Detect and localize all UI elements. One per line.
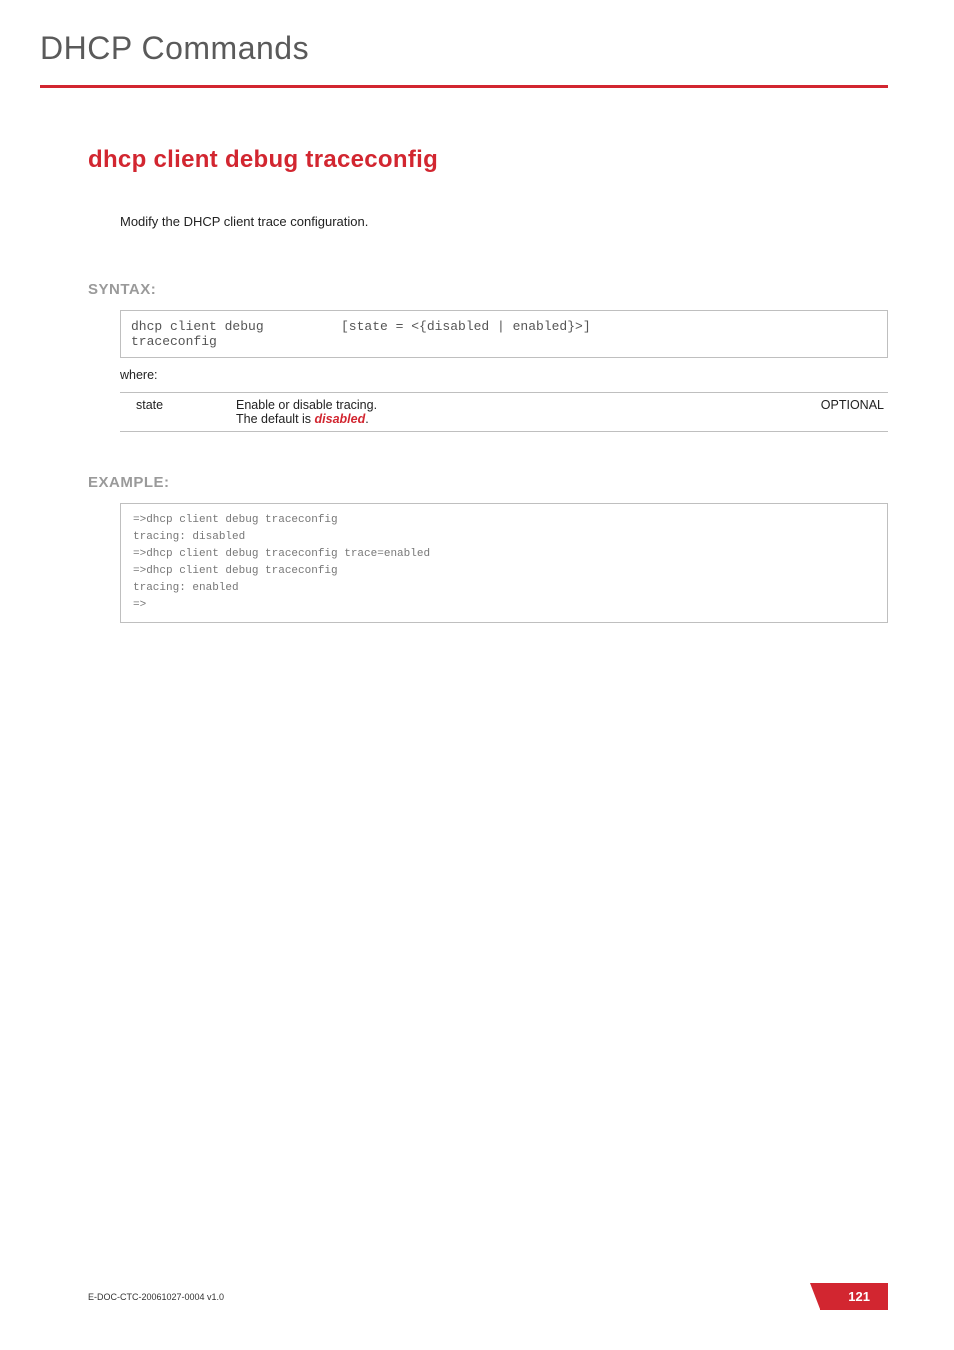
parameter-table: state Enable or disable tracing. The def… <box>120 392 888 432</box>
syntax-command: dhcp client debug traceconfig <box>131 319 341 349</box>
param-flag: OPTIONAL <box>768 393 888 432</box>
syntax-arguments: [state = <{disabled | enabled}>] <box>341 319 877 349</box>
param-description: Enable or disable tracing. The default i… <box>230 393 768 432</box>
page-number-badge: 121 <box>820 1283 888 1310</box>
syntax-label: SYNTAX: <box>88 281 888 298</box>
header-rule <box>40 85 888 88</box>
example-box: =>dhcp client debug traceconfig tracing:… <box>120 503 888 623</box>
document-id: E-DOC-CTC-20061027-0004 v1.0 <box>88 1292 224 1302</box>
command-description: Modify the DHCP client trace configurati… <box>120 214 888 229</box>
example-label: EXAMPLE: <box>88 474 888 491</box>
param-name: state <box>120 393 230 432</box>
where-label: where: <box>120 368 888 382</box>
table-row: state Enable or disable tracing. The def… <box>120 393 888 432</box>
chapter-title: DHCP Commands <box>40 30 888 67</box>
default-value: disabled <box>315 412 366 426</box>
syntax-box: dhcp client debug traceconfig [state = <… <box>120 310 888 358</box>
command-title: dhcp client debug traceconfig <box>88 146 888 174</box>
page-footer: E-DOC-CTC-20061027-0004 v1.0 121 <box>88 1283 888 1310</box>
